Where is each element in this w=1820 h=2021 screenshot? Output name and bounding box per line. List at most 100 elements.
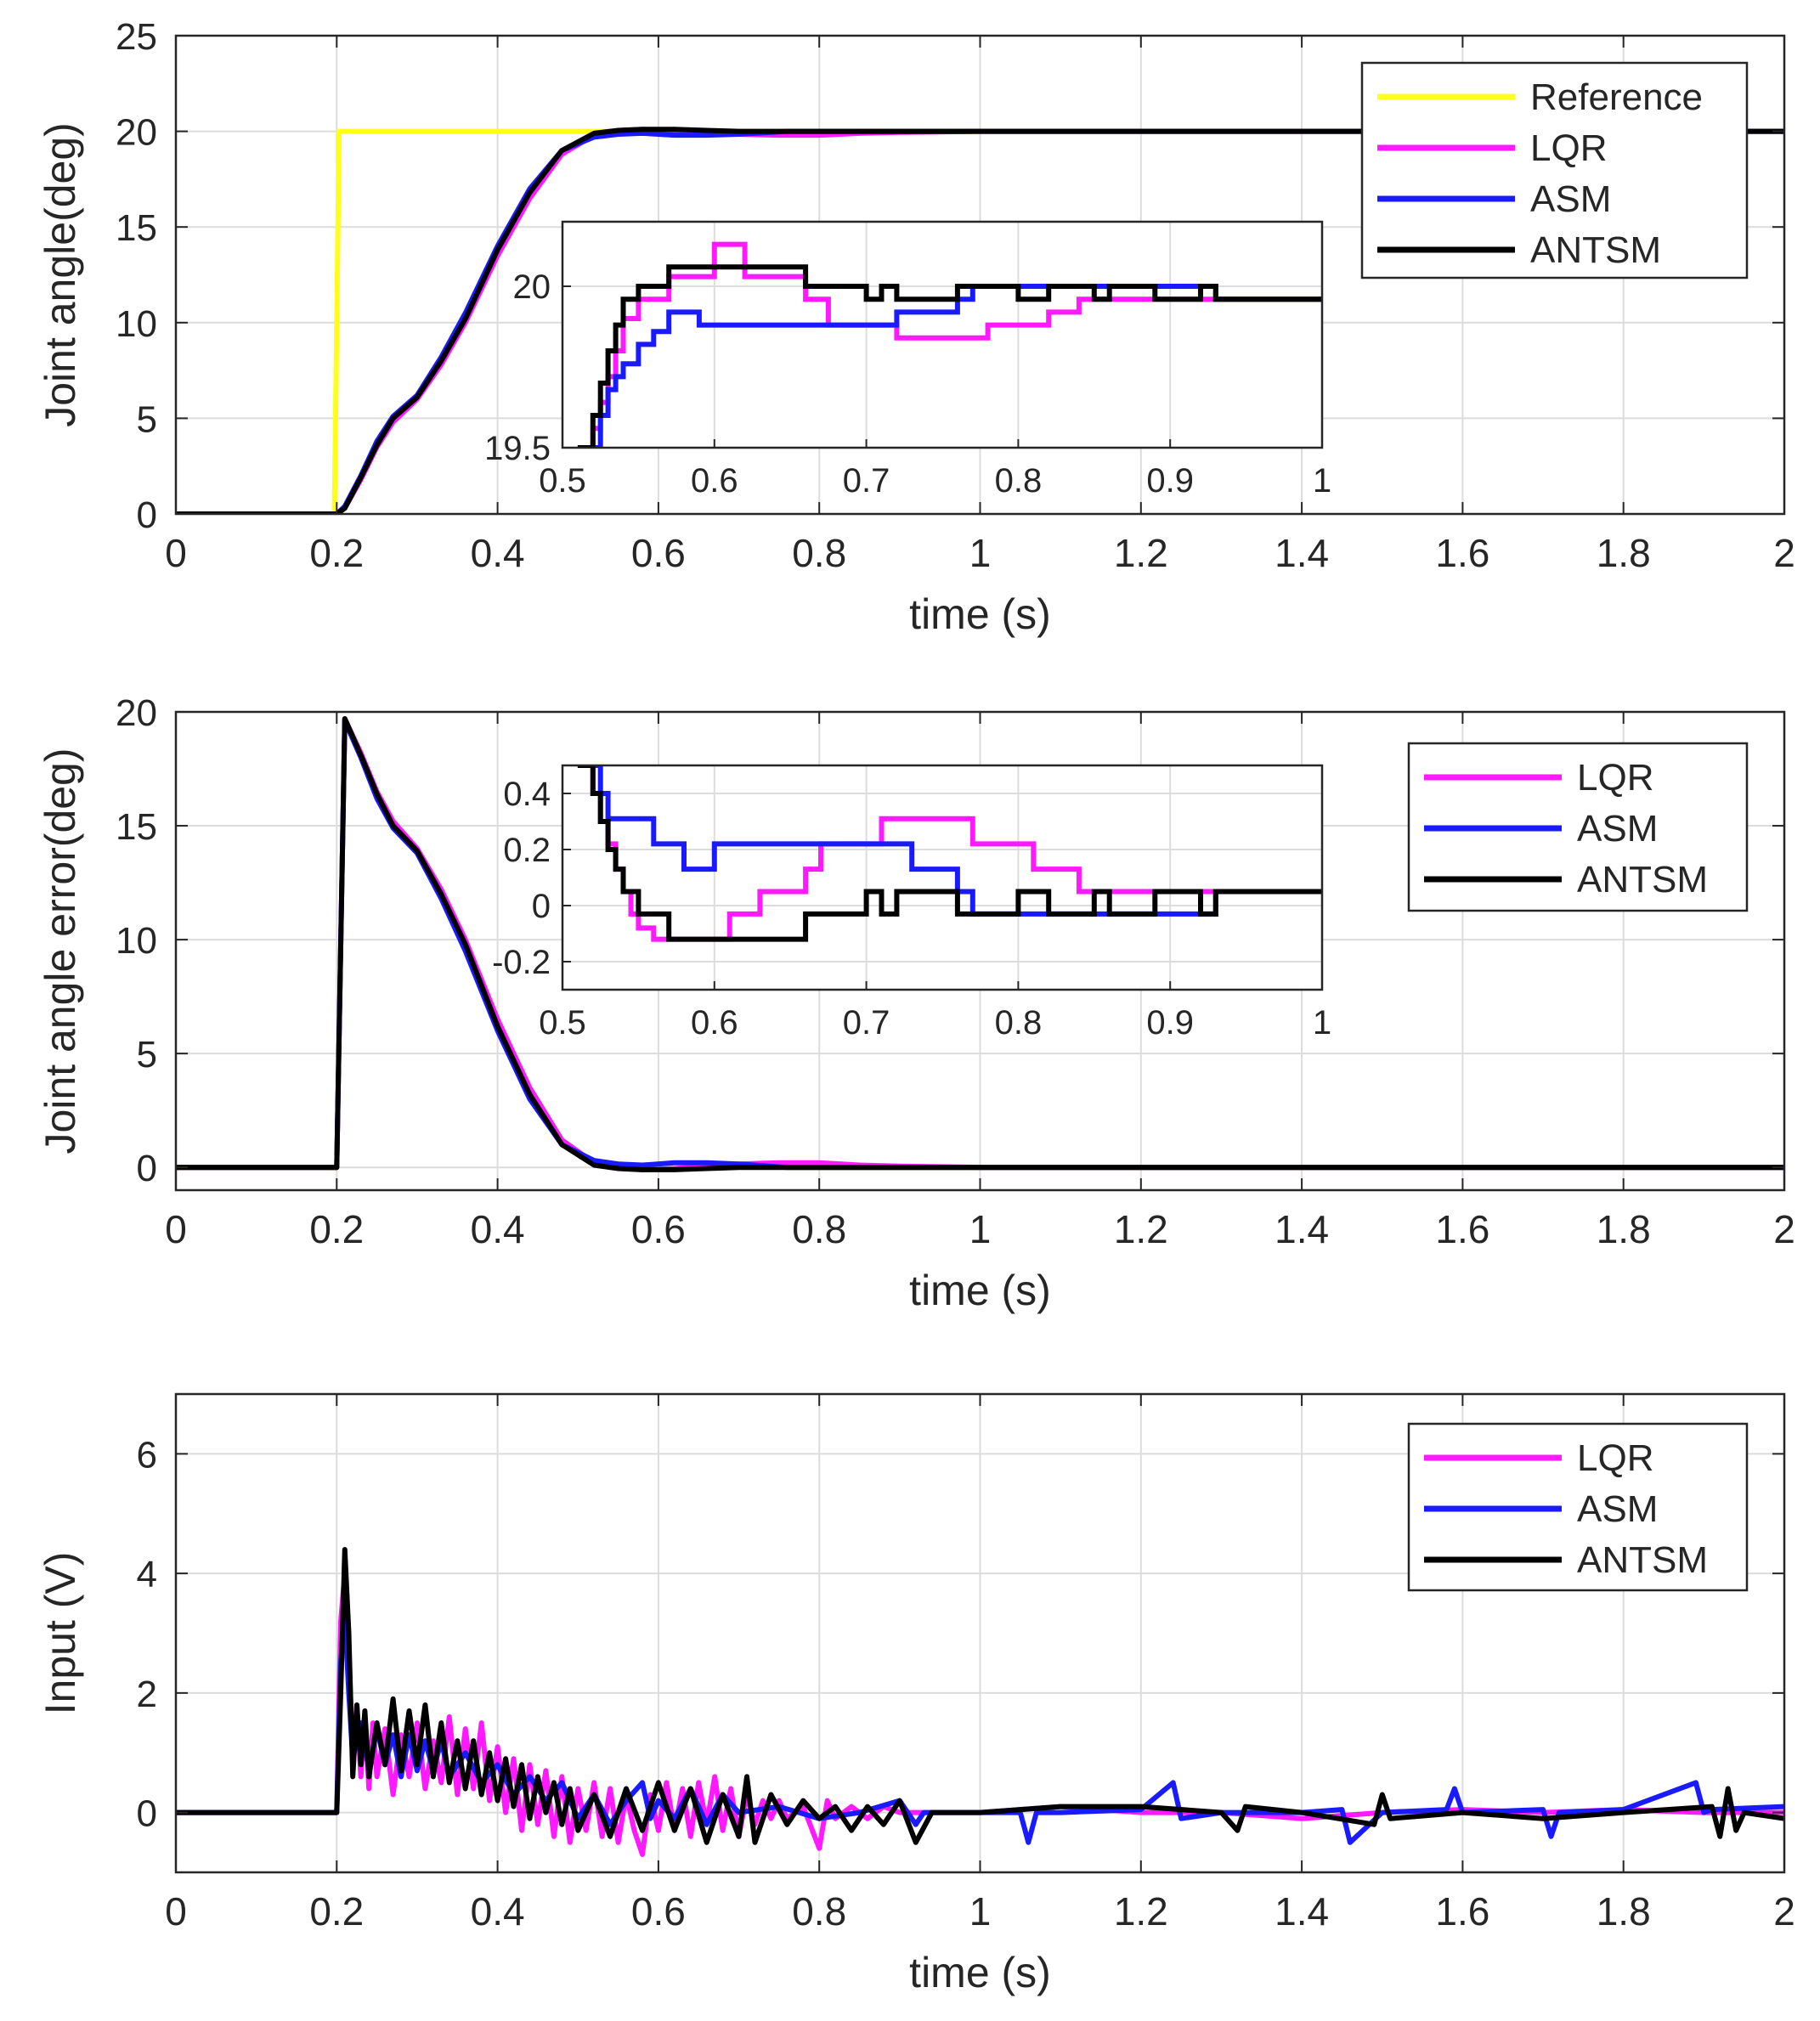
- x-tick-label: 1.8: [1597, 531, 1651, 575]
- legend-label-lqr: LQR: [1577, 757, 1653, 799]
- inset-x-tick-label: 1: [1313, 1004, 1331, 1042]
- inset-error: 0.5 0.6 0.7 0.8 0.9 1 -0.2 0 0.2 0.4: [492, 764, 1331, 1042]
- legend-input: LQR ASM ANTSM: [1407, 1422, 1749, 1592]
- legend-label-asm: ASM: [1577, 808, 1658, 850]
- y-tick-label: 15: [116, 207, 157, 249]
- x-tick-label: 0.6: [631, 1207, 686, 1251]
- legend-label-lqr: LQR: [1530, 127, 1607, 169]
- series-line-antsm: [176, 127, 1784, 514]
- inset-series-line-asm: [592, 765, 1322, 917]
- y-axis-label: Input (V): [37, 1552, 84, 1715]
- x-tick-label: 1.4: [1275, 1207, 1329, 1251]
- y-tick-label: 25: [116, 16, 157, 58]
- inset-axes-box: [561, 764, 1324, 991]
- legend-label-lqr: LQR: [1577, 1437, 1653, 1479]
- x-tick-label: 0.2: [309, 1889, 364, 1933]
- y-tick-label: 0: [137, 1793, 157, 1835]
- chart-input: 0 0.2 0.4 0.6 0.8 1 1.2 1.4 1.6 1.8 2 0 2 4 6 time (s) I…: [37, 1392, 1795, 1996]
- y-tick-label: 5: [137, 398, 157, 440]
- x-tick-label: 0.2: [309, 531, 364, 575]
- inset-x-tick-label: 0.9: [1146, 462, 1194, 500]
- x-axis-label: time (s): [909, 1267, 1051, 1314]
- y-tick-label: 10: [116, 303, 157, 345]
- series-group: [176, 1547, 1784, 1857]
- x-tick-label: 1.8: [1597, 1889, 1651, 1933]
- inset-x-tick-label: 0.5: [539, 1004, 586, 1042]
- y-tick-label: 20: [116, 692, 157, 734]
- inset-angle: 0.5 0.6 0.7 0.8 0.9 1 19.5 20: [484, 220, 1331, 500]
- chart-angle: 0 0.2 0.4 0.6 0.8 1 1.2 1.4 1.6 1.8 20510152025tim…: [37, 16, 1795, 638]
- x-tick-label: 1.2: [1114, 531, 1168, 575]
- inset-x-tick-label: 0.5: [539, 462, 586, 500]
- y-axis-label: Joint angle(deg): [37, 122, 84, 427]
- x-tick-label: 0.4: [471, 1207, 525, 1251]
- x-tick-label: 1: [969, 1889, 992, 1933]
- x-tick-label: 0.4: [471, 1889, 525, 1933]
- inset-x-tick-label: 0.6: [691, 462, 738, 500]
- inset-series-line-antsm: [577, 264, 1322, 448]
- inset-y-tick-label: 0.4: [503, 776, 551, 813]
- inset-series-group: [577, 765, 1322, 942]
- y-axis-label: Joint angle error(deg): [37, 748, 84, 1154]
- legend-angle: Reference LQR ASM ANTSM: [1360, 61, 1749, 279]
- x-tick-label: 1.2: [1114, 1207, 1168, 1251]
- inset-x-tick-label: 0.9: [1146, 1004, 1194, 1042]
- inset-y-tick-label: 19.5: [484, 430, 551, 467]
- x-tick-label: 1.4: [1275, 531, 1329, 575]
- x-tick-label: 0.8: [792, 1889, 846, 1933]
- inset-y-tick-label: 0.2: [503, 832, 551, 869]
- x-tick-label: 1.8: [1597, 1207, 1651, 1251]
- x-tick-label: 2: [1773, 531, 1795, 575]
- x-tick-label: 0.4: [471, 531, 525, 575]
- inset-axes-box: [561, 220, 1324, 449]
- inset-y-tick-label: -0.2: [492, 944, 551, 981]
- x-tick-label: 1: [969, 1207, 992, 1251]
- inset-y-tick-label: 0: [532, 888, 551, 925]
- x-tick-label: 1.6: [1435, 1889, 1489, 1933]
- y-tick-label: 2: [137, 1674, 157, 1715]
- y-tick-label: 4: [137, 1554, 157, 1595]
- series-group: [176, 716, 1784, 1172]
- legend-label-reference: Reference: [1530, 76, 1703, 118]
- legend-label-antsm: ANTSM: [1577, 1539, 1708, 1581]
- y-tick-label: 20: [116, 112, 157, 154]
- y-tick-label: 6: [137, 1434, 157, 1476]
- x-tick-label: 2: [1773, 1889, 1795, 1933]
- x-tick-label: 2: [1773, 1207, 1795, 1251]
- x-tick-label: 1: [969, 531, 992, 575]
- inset-x-tick-label: 0.6: [691, 1004, 738, 1042]
- x-tick-label: 1.4: [1275, 1889, 1329, 1933]
- inset-area: [562, 222, 1322, 448]
- x-tick-label: 0: [165, 1889, 187, 1933]
- x-axis-label: time (s): [909, 590, 1051, 638]
- x-axis-label: time (s): [909, 1949, 1051, 1996]
- y-tick-label: 5: [137, 1034, 157, 1075]
- inset-x-tick-label: 0.8: [995, 462, 1043, 500]
- x-tick-label: 0.8: [792, 531, 846, 575]
- inset-x-tick-label: 0.7: [843, 462, 890, 500]
- x-tick-label: 0.6: [631, 531, 686, 575]
- x-tick-label: 0: [165, 531, 187, 575]
- series-line-antsm: [176, 716, 1784, 1172]
- series-line-antsm: [176, 1547, 1784, 1845]
- x-tick-label: 1.6: [1435, 1207, 1489, 1251]
- inset-area: [562, 765, 1322, 990]
- x-tick-label: 0.6: [631, 1889, 686, 1933]
- legend-label-antsm: ANTSM: [1530, 229, 1661, 271]
- y-tick-label: 10: [116, 920, 157, 962]
- chart-error: 0 0.2 0.4 0.6 0.8 1 1.2 1.4 1.6 1.8 205101520time …: [37, 692, 1795, 1314]
- inset-series-group: [577, 241, 1322, 448]
- legend-label-asm: ASM: [1577, 1488, 1658, 1530]
- y-tick-label: 0: [137, 1148, 157, 1189]
- legend-label-antsm: ANTSM: [1577, 859, 1708, 900]
- inset-x-tick-label: 1: [1313, 462, 1331, 500]
- series-group: [176, 127, 1784, 514]
- y-tick-label: 15: [116, 806, 157, 848]
- x-tick-label: 0.8: [792, 1207, 846, 1251]
- x-tick-label: 0.2: [309, 1207, 364, 1251]
- inset-x-tick-label: 0.8: [995, 1004, 1043, 1042]
- x-tick-label: 0: [165, 1207, 187, 1251]
- inset-x-tick-label: 0.7: [843, 1004, 890, 1042]
- x-tick-label: 1.6: [1435, 531, 1489, 575]
